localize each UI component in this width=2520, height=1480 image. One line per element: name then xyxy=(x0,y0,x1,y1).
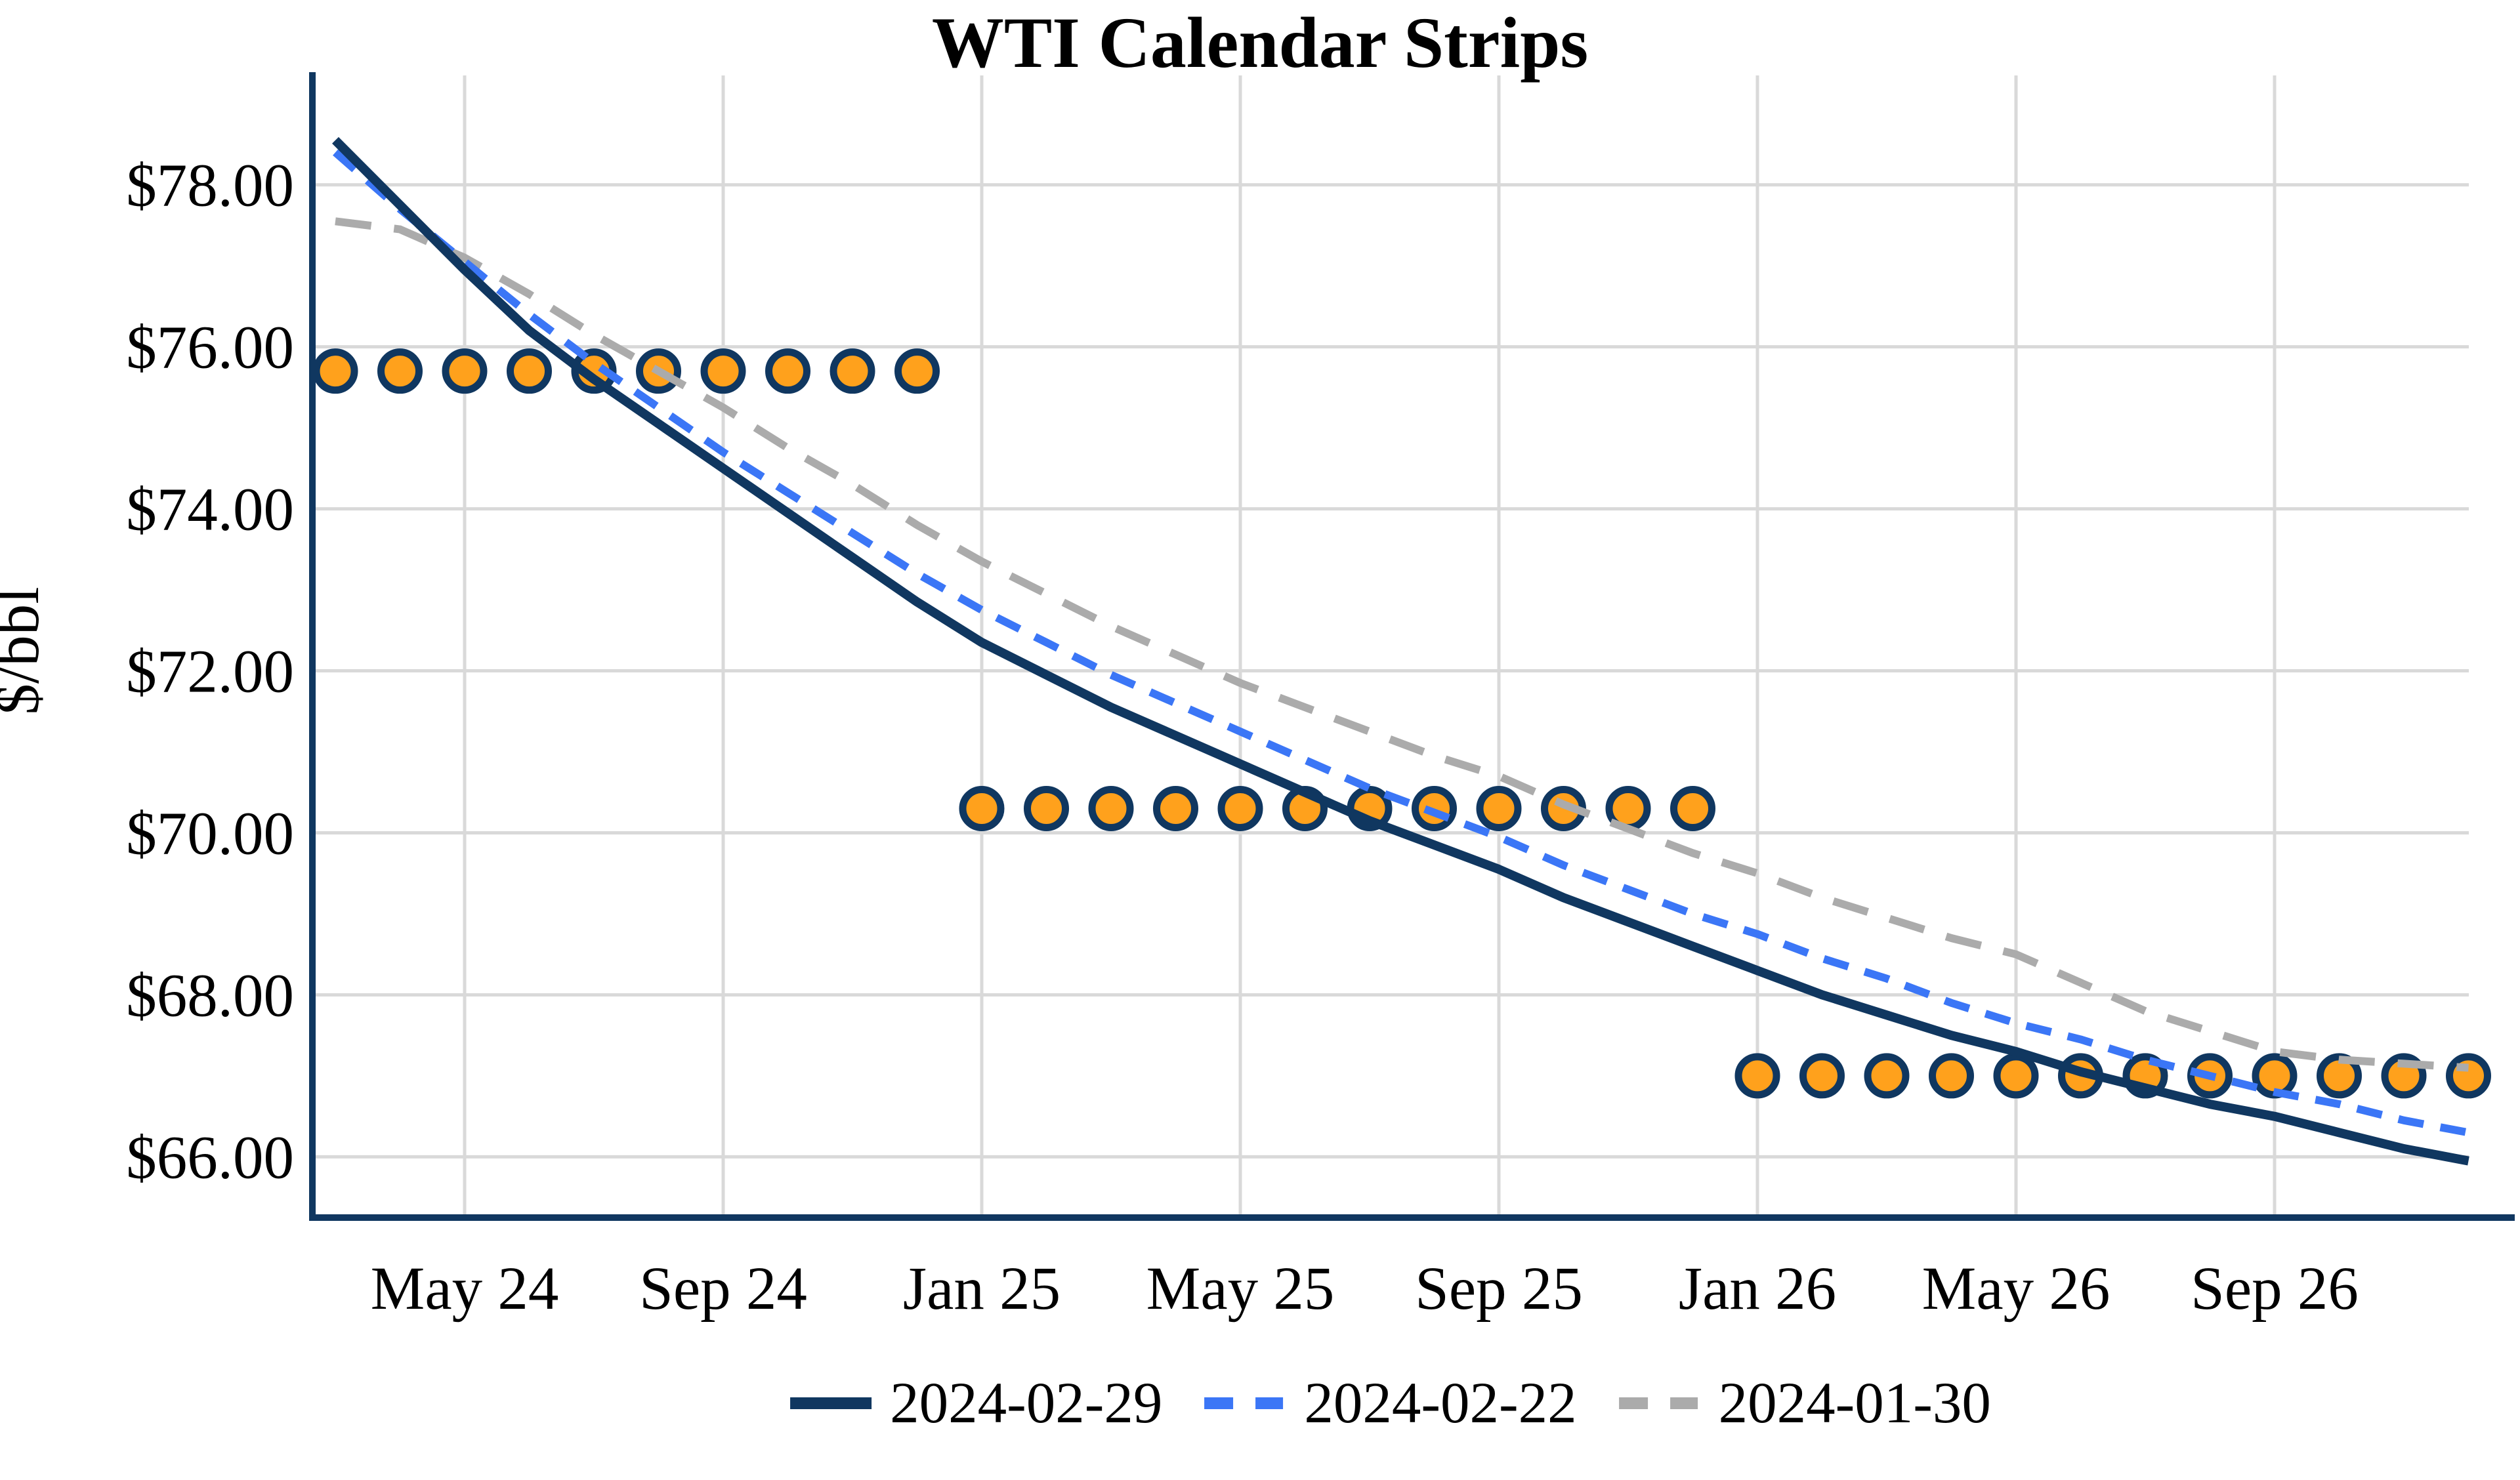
strip-marker xyxy=(1799,1053,1845,1099)
legend-label: 2024-02-22 xyxy=(1304,1371,1577,1435)
legend-swatch-dashed-line xyxy=(1204,1397,1284,1409)
legend-swatch-dashed-line xyxy=(1618,1397,1698,1409)
strip-marker xyxy=(1734,1053,1780,1099)
x-tick-label: Sep 26 xyxy=(2191,1255,2359,1323)
strip-marker xyxy=(700,348,746,394)
y-axis-title: $/bbl xyxy=(0,586,52,714)
legend-item-2024-02-29[interactable]: 2024-02-29 xyxy=(789,1370,1162,1437)
x-tick-label: Sep 25 xyxy=(1415,1255,1583,1323)
strip-marker xyxy=(1864,1053,1910,1099)
y-tick-label: $70.00 xyxy=(126,800,294,867)
x-tick-label: Jan 26 xyxy=(1679,1255,1836,1323)
x-tick-label: Sep 24 xyxy=(639,1255,807,1323)
strip-marker xyxy=(830,348,875,394)
legend-item-2024-01-30[interactable]: 2024-01-30 xyxy=(1618,1370,1991,1437)
strip-marker xyxy=(312,348,358,394)
y-tick-label: $68.00 xyxy=(126,962,294,1029)
strip-marker xyxy=(1929,1053,1974,1099)
x-tick-label: May 24 xyxy=(371,1255,559,1323)
chart-title: WTI Calendar Strips xyxy=(931,3,1589,83)
x-tick-label: May 25 xyxy=(1146,1255,1335,1323)
strip-marker xyxy=(2446,1053,2491,1099)
y-tick-label: $78.00 xyxy=(126,152,294,220)
strip-marker xyxy=(1024,785,1069,831)
x-tick-label: Jan 25 xyxy=(903,1255,1060,1323)
strip-marker xyxy=(1088,785,1134,831)
series-line-2024-02-22 xyxy=(333,149,2469,1137)
legend: 2024-02-29 2024-02-22 2024-01-30 xyxy=(789,1370,1991,1437)
strip-marker xyxy=(894,348,940,394)
strip-marker xyxy=(1476,785,1522,831)
strip-marker xyxy=(1217,785,1263,831)
series-line-2024-01-30 xyxy=(335,217,2469,1072)
x-tick-label: May 26 xyxy=(1922,1255,2110,1323)
legend-swatch-solid-line xyxy=(790,1397,872,1409)
strip-marker xyxy=(1153,785,1198,831)
strip-marker xyxy=(765,348,810,394)
strip-marker xyxy=(442,348,488,394)
legend-item-2024-02-22[interactable]: 2024-02-22 xyxy=(1203,1370,1577,1437)
strip-marker xyxy=(377,348,423,394)
y-tick-label: $72.00 xyxy=(126,638,294,706)
strip-marker xyxy=(1670,785,1715,831)
y-tick-label: $74.00 xyxy=(126,476,294,544)
legend-label: 2024-01-30 xyxy=(1718,1371,1991,1435)
y-tick-label: $76.00 xyxy=(126,314,294,382)
strip-marker xyxy=(507,348,552,394)
series-line-2024-02-29 xyxy=(332,136,2469,1166)
y-tick-label: $66.00 xyxy=(126,1124,294,1191)
strip-marker xyxy=(959,785,1005,831)
legend-label: 2024-02-29 xyxy=(890,1371,1163,1435)
strip-marker xyxy=(1993,1053,2039,1099)
